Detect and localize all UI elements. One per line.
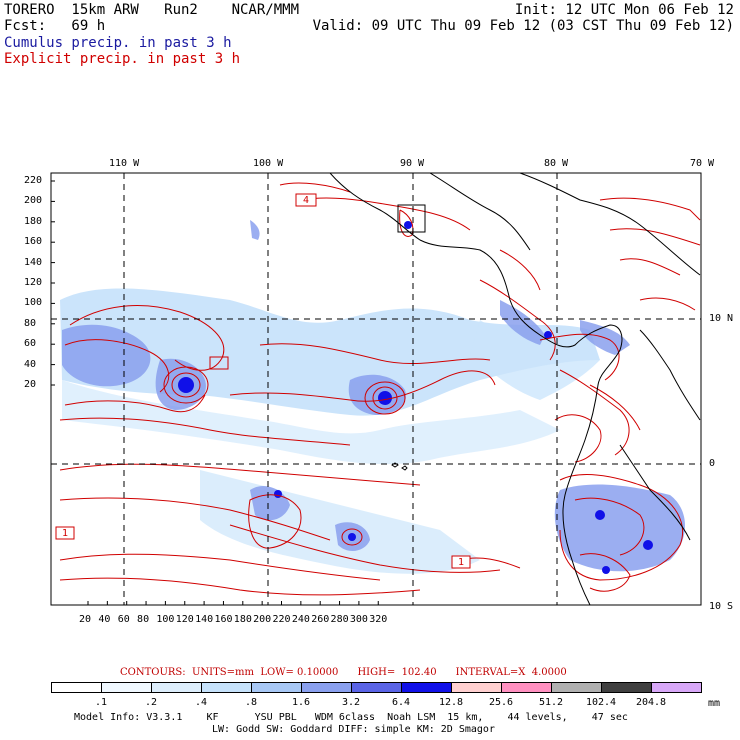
lat-lon-grid	[51, 173, 701, 605]
legend-swatch	[251, 682, 302, 693]
legend-label: .1	[94, 697, 108, 708]
legend-label: 6.4	[391, 697, 411, 708]
legend-label: .2	[144, 697, 158, 708]
legend-swatch	[501, 682, 552, 693]
legend-swatch	[151, 682, 202, 693]
legend-label: 1.6	[291, 697, 311, 708]
y-tick-label: 220	[24, 175, 43, 186]
contour-labels	[55, 193, 471, 569]
legend-unit: mm	[708, 698, 721, 709]
lon-label-70w: 70 W	[690, 158, 715, 169]
lat-label-10s: 10 S	[709, 601, 734, 612]
y-axis-ticks	[51, 180, 55, 386]
y-tick-label: 160	[24, 236, 43, 248]
x-tick-label: 180	[233, 614, 252, 625]
x-tick-label: 200	[253, 614, 272, 625]
y-tick-label: 20	[24, 379, 37, 390]
x-tick-label: 240	[291, 614, 310, 625]
legend-label: 51.2	[538, 697, 564, 708]
legend-swatch	[401, 682, 452, 693]
contour-label-1b: 1	[458, 557, 465, 568]
x-tick-label: 60	[117, 614, 130, 625]
x-tick-label: 100	[156, 614, 175, 625]
lon-label-100w: 100 W	[253, 158, 284, 169]
x-axis-ticks	[87, 601, 379, 605]
contour-label-1a: 1	[62, 528, 69, 539]
legend-label: 12.8	[438, 697, 464, 708]
y-tick-label: 200	[24, 195, 43, 207]
x-tick-label: 140	[195, 614, 214, 625]
lon-label-80w: 80 W	[544, 158, 569, 169]
legend-swatch	[101, 682, 152, 693]
legend-label: 25.6	[488, 697, 514, 708]
model-info-line1: Model Info: V3.3.1 KF YSU PBL WDM 6class…	[74, 712, 628, 723]
y-tick-label: 40	[24, 358, 37, 370]
legend-swatch	[51, 682, 102, 693]
legend-label: .8	[244, 697, 258, 708]
y-tick-label: 180	[24, 215, 43, 227]
model-info-line2: LW: Godd SW: Goddard DIFF: simple KM: 2D…	[212, 724, 495, 735]
explicit-precip-contours	[59, 182, 701, 596]
x-tick-label: 260	[311, 614, 330, 625]
explicit-line: Explicit precip. in past 3 h	[4, 51, 241, 67]
y-tick-label: 80	[24, 317, 37, 329]
init-time: Init: 12 UTC Mon 06 Feb 12	[514, 2, 734, 18]
cumulus-line: Cumulus precip. in past 3 h	[4, 35, 232, 51]
y-tick-label: 140	[24, 256, 43, 268]
lat-label-10n: 10 N	[709, 313, 734, 324]
y-tick-label: 100	[24, 297, 43, 309]
y-tick-label: 60	[24, 338, 37, 350]
contour-label-4: 4	[303, 195, 310, 206]
y-tick-label: 120	[24, 277, 43, 288]
legend-swatch	[351, 682, 402, 693]
x-tick-label: 160	[214, 614, 233, 625]
legend-swatch	[601, 682, 652, 693]
x-tick-label: 120	[175, 614, 194, 625]
model-title: TORERO 15km ARW Run2 NCAR/MMM	[4, 2, 300, 18]
cumulus-precip-heavy	[178, 221, 653, 574]
legend-swatch	[451, 682, 502, 693]
legend-label: 102.4	[585, 697, 617, 708]
valid-time: Valid: 09 UTC Thu 09 Feb 12 (03 CST Thu …	[312, 18, 734, 34]
lon-label-90w: 90 W	[400, 158, 425, 169]
legend-swatch	[651, 682, 702, 693]
x-tick-label: 40	[98, 614, 111, 625]
x-tick-label: 220	[272, 614, 291, 625]
legend-swatch	[201, 682, 252, 693]
legend-label: .4	[194, 697, 208, 708]
legend-swatch	[551, 682, 602, 693]
forecast-hour: Fcst: 69 h	[4, 18, 106, 34]
lon-label-110w: 110 W	[109, 158, 140, 169]
x-tick-label: 80	[137, 614, 150, 625]
lat-label-0: 0	[709, 458, 716, 469]
contours-info: CONTOURS: UNITS=mm LOW= 0.10000 HIGH= 10…	[120, 667, 567, 678]
x-tick-label: 300	[349, 614, 368, 625]
x-tick-label: 320	[369, 614, 388, 625]
legend-label: 204.8	[635, 697, 667, 708]
legend-swatch	[301, 682, 352, 693]
x-tick-label: 20	[79, 614, 92, 625]
x-tick-label: 280	[330, 614, 349, 625]
coastlines	[329, 173, 701, 605]
legend-label: 3.2	[341, 697, 361, 708]
